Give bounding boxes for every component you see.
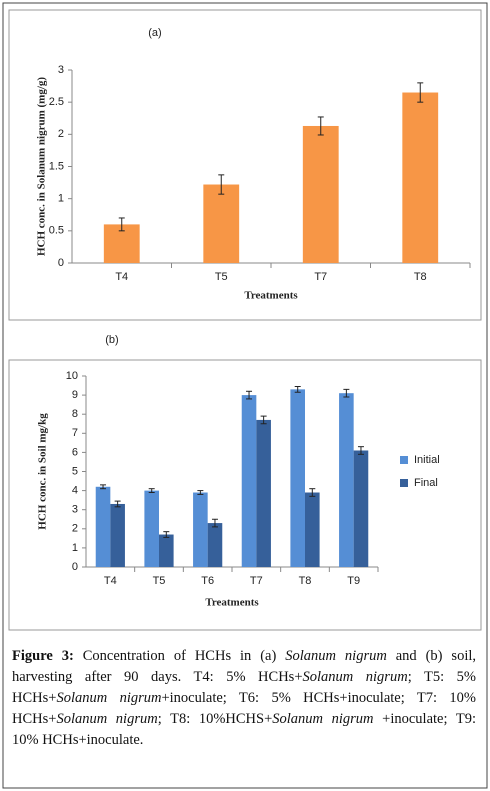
x-tick-label: T5 <box>215 271 228 283</box>
bar <box>305 492 320 567</box>
error-bar <box>343 388 350 398</box>
y-tick-label: 0 <box>58 257 64 269</box>
x-tick-label: T4 <box>104 575 117 587</box>
y-axis-label: HCH conc. in Soil mg/kg <box>37 413 49 530</box>
error-bar <box>211 518 218 528</box>
y-tick-label: 3 <box>72 504 78 516</box>
bar <box>207 523 223 567</box>
caption-text: +inoculate; T6: 5% HCHs+inoculate; T7: 1… <box>12 690 476 727</box>
bar <box>402 92 439 264</box>
error-bar <box>163 531 170 538</box>
y-axis-label: HCH conc. in Solanum nigrum (mg/g) <box>36 77 48 256</box>
bar <box>302 125 339 263</box>
legend-swatch <box>400 479 408 487</box>
caption-italic: Solanum nigrum <box>272 711 374 727</box>
bar <box>241 395 257 567</box>
y-tick-label: 10 <box>66 370 78 382</box>
x-tick-label: T9 <box>347 575 360 587</box>
caption-label: Figure 3: <box>12 648 74 664</box>
caption-text: and (b) soil, harvesting after 90 days. … <box>12 648 477 685</box>
chart-title: (a) <box>148 27 161 39</box>
error-bar <box>218 174 225 195</box>
bar <box>159 534 174 567</box>
legend-label: Initial <box>414 454 440 466</box>
caption: Figure 3: Concentration of HCHs in (a) S… <box>12 646 476 751</box>
error-bar <box>417 82 424 103</box>
y-tick-label: 0.5 <box>49 225 64 237</box>
y-tick-label: 2 <box>58 128 64 140</box>
y-tick-label: 2 <box>72 523 78 535</box>
y-tick-label: 1 <box>72 542 78 554</box>
bar <box>193 492 208 567</box>
legend-label: Final <box>414 477 438 489</box>
y-tick-label: 4 <box>72 485 78 497</box>
bar <box>290 389 305 567</box>
error-bar <box>309 488 316 497</box>
y-tick-label: 2.5 <box>49 96 64 108</box>
bar <box>339 393 354 567</box>
caption-text: ; T8: 10%HCHS+ <box>157 711 273 727</box>
error-bar <box>118 217 125 232</box>
x-axis-label: Treatments <box>244 290 298 302</box>
error-bar <box>357 446 364 455</box>
panel-a-border <box>8 9 482 321</box>
error-bar <box>148 488 155 494</box>
bar <box>256 419 271 567</box>
error-bar <box>100 484 107 490</box>
caption-text: +inoculate; T9: 10% HCHs+inoculate. <box>12 711 476 748</box>
error-bar <box>114 500 121 508</box>
panel-b-border <box>8 359 482 631</box>
y-tick-label: 1.5 <box>49 160 64 172</box>
legend-swatch <box>400 456 408 464</box>
y-tick-label: 0 <box>72 561 78 573</box>
error-bar <box>197 490 204 495</box>
caption-italic: Solanum nigrum <box>56 690 162 706</box>
error-bar <box>294 386 301 393</box>
chart-title: (b) <box>105 334 118 346</box>
caption-italic: Solanum nigrum <box>56 711 158 727</box>
y-tick-label: 6 <box>72 446 78 458</box>
x-tick-label: T8 <box>299 575 312 587</box>
y-tick-label: 7 <box>72 427 78 439</box>
bar <box>144 490 159 567</box>
bar <box>353 450 369 567</box>
y-tick-label: 5 <box>72 465 78 477</box>
error-bar <box>260 415 267 425</box>
bar <box>110 503 125 567</box>
x-axis-label: Treatments <box>205 597 259 609</box>
caption-text: ; T5: 5% HCHs+ <box>12 669 476 706</box>
y-tick-label: 8 <box>72 408 78 420</box>
y-tick-label: 3 <box>58 64 64 76</box>
error-bar <box>317 116 324 136</box>
caption-text: Concentration of HCHs in (a) <box>73 648 286 664</box>
x-tick-label: T8 <box>414 271 427 283</box>
x-tick-label: T4 <box>115 271 128 283</box>
x-tick-label: T7 <box>250 575 263 587</box>
y-tick-label: 1 <box>58 193 64 205</box>
x-tick-label: T5 <box>153 575 166 587</box>
x-tick-label: T6 <box>201 575 214 587</box>
bar <box>203 184 240 263</box>
error-bar <box>246 390 253 400</box>
bar <box>95 486 111 567</box>
caption-italic: Solanum nigrum <box>302 669 408 685</box>
y-tick-label: 9 <box>72 389 78 401</box>
caption-italic: Solanum nigrum <box>285 648 387 664</box>
x-tick-label: T7 <box>314 271 327 283</box>
